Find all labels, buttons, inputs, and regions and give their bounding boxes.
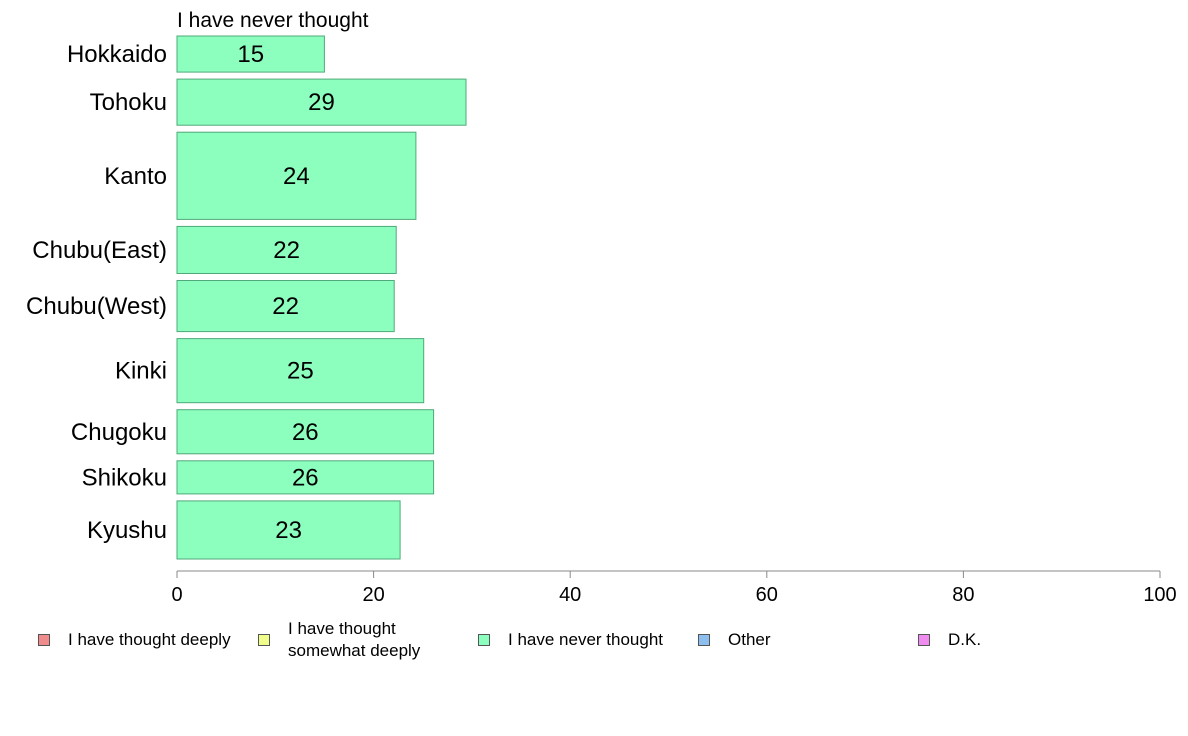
bar-hokkaido: [176, 35, 325, 73]
bars-group: Hokkaido 15 Tohoku 29 Kanto 24 Chubu(East) 22 Ch…: [26, 35, 467, 560]
value-label: 24: [283, 163, 310, 190]
chart-title: I have never thought: [177, 9, 369, 32]
bar-kinki: [176, 338, 425, 404]
x-tick-label: 80: [952, 584, 974, 606]
value-label: 23: [275, 517, 302, 544]
legend-item: D.K.: [918, 618, 981, 662]
legend: I have thought deeply I have thought some…: [38, 618, 1158, 668]
bar-kyushu: [176, 500, 401, 560]
category-label: Hokkaido: [67, 41, 167, 68]
legend-label: Other: [728, 630, 771, 649]
legend-swatch: [38, 634, 50, 646]
x-tick-label: 100: [1143, 584, 1176, 606]
legend-swatch: [478, 634, 490, 646]
legend-label: I have never thought: [508, 630, 664, 649]
legend-label: I have thought deeply: [68, 630, 231, 649]
legend-swatch: [698, 634, 710, 646]
value-label: 26: [292, 419, 319, 446]
category-label: Chubu(West): [26, 293, 167, 320]
x-tick-label: 60: [756, 584, 778, 606]
legend-label: I have thought somewhat deeply: [288, 619, 421, 660]
category-label: Chubu(East): [32, 237, 167, 264]
bar-chubu-west: [176, 280, 395, 333]
category-label: Kanto: [104, 163, 167, 190]
category-label: Kyushu: [87, 517, 167, 544]
bar-shikoku: [176, 460, 435, 495]
legend-item: Other: [698, 618, 771, 662]
legend-label: D.K.: [948, 630, 982, 649]
bar-chubu-east: [176, 225, 397, 274]
value-label: 25: [287, 358, 314, 385]
bar-tohoku: [176, 78, 467, 126]
legend-item: I have thought somewhat deeply: [258, 618, 420, 662]
bar-kanto: [176, 131, 417, 220]
value-label: 26: [292, 464, 319, 491]
category-label: Kinki: [115, 358, 167, 385]
legend-swatch: [918, 634, 930, 646]
legend-swatch: [258, 634, 270, 646]
category-label: Tohoku: [90, 89, 167, 116]
value-label: 15: [237, 41, 264, 68]
value-label: 22: [272, 293, 299, 320]
x-axis: 0 20 40 60 80 100: [171, 570, 1177, 606]
x-tick-label: 0: [171, 584, 182, 606]
legend-item: I have never thought: [478, 618, 663, 662]
x-tick-label: 20: [362, 584, 384, 606]
value-label: 22: [273, 237, 300, 264]
x-tick-label: 40: [559, 584, 581, 606]
category-label: Chugoku: [71, 419, 167, 446]
value-label: 29: [308, 89, 335, 116]
bar-chugoku: [176, 409, 435, 455]
legend-item: I have thought deeply: [38, 618, 231, 662]
category-label: Shikoku: [82, 464, 167, 491]
